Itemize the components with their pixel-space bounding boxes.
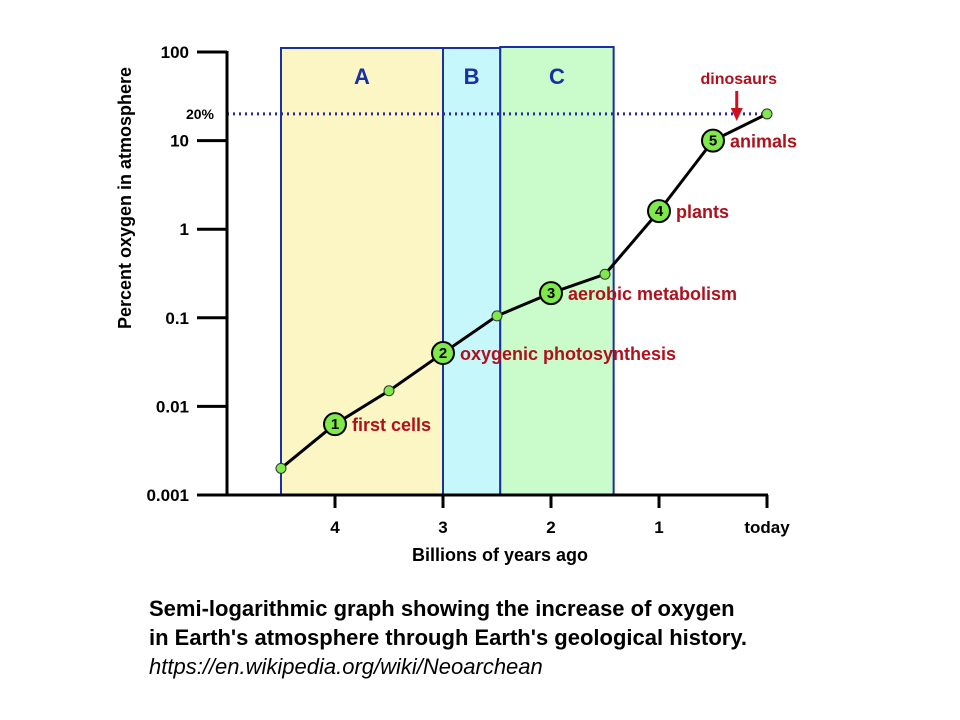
caption-line-2: in Earth's atmosphere through Earth's ge… bbox=[149, 625, 748, 650]
event-badge-3 bbox=[539, 281, 563, 306]
callout-layer: dinosaurs bbox=[701, 71, 778, 121]
event-badge-4 bbox=[647, 199, 671, 224]
data-point-2 bbox=[383, 385, 395, 397]
event-label-4: plants bbox=[676, 202, 729, 222]
caption-source-link[interactable]: https://en.wikipedia.org/wiki/Neoarchean bbox=[149, 654, 543, 679]
y-tick-label-0: 100 bbox=[161, 43, 189, 62]
reference-line-layer: 20% bbox=[186, 106, 767, 122]
event-label-3: aerobic metabolism bbox=[568, 284, 737, 304]
dinosaurs-arrow-head bbox=[730, 108, 743, 121]
event-label-5: animals bbox=[730, 132, 797, 152]
y-tick-label-2: 1 bbox=[180, 220, 189, 239]
figure-caption: Semi-logarithmic graph showing the incre… bbox=[149, 594, 949, 681]
band-a bbox=[280, 47, 444, 496]
event-badge-2 bbox=[431, 341, 455, 366]
event-badge-number-4: 4 bbox=[655, 203, 664, 220]
axes-layer: 100 10 1 0.1 0.01 0.001 4 3 2 1 today Billions of y… bbox=[115, 43, 790, 565]
event-label-1: first cells bbox=[352, 415, 431, 435]
event-badge-number-2: 2 bbox=[439, 345, 447, 362]
x-tick-label-4: today bbox=[744, 518, 790, 537]
y-tick-label-4: 0.01 bbox=[156, 397, 189, 416]
y-axis-title: Percent oxygen in atmosphere bbox=[115, 67, 135, 329]
y-tick-label-3: 0.1 bbox=[165, 309, 189, 328]
x-tick-label-1: 3 bbox=[438, 518, 447, 537]
band-label-c: C bbox=[549, 64, 565, 89]
data-point-0 bbox=[275, 462, 287, 474]
band-label-a: A bbox=[354, 64, 370, 89]
x-tick-label-2: 2 bbox=[546, 518, 555, 537]
event-badge-number-3: 3 bbox=[547, 285, 555, 302]
x-tick-label-3: 1 bbox=[654, 518, 663, 537]
event-badge-number-5: 5 bbox=[709, 133, 717, 150]
dinosaurs-label: dinosaurs bbox=[701, 71, 778, 88]
data-point-6 bbox=[599, 268, 611, 280]
band-label-b: B bbox=[464, 64, 480, 89]
data-point-4 bbox=[491, 310, 503, 322]
events-layer: 1 first cells 2 oxygenic photosynthesis 3 aer… bbox=[323, 128, 797, 437]
x-tick-label-0: 4 bbox=[330, 518, 340, 537]
caption-line-1: Semi-logarithmic graph showing the incre… bbox=[149, 596, 735, 621]
event-badge-5 bbox=[701, 128, 725, 153]
y-tick-label-5: 0.001 bbox=[146, 486, 189, 505]
band-c bbox=[499, 46, 615, 496]
event-badge-1 bbox=[323, 412, 347, 437]
event-badge-number-1: 1 bbox=[331, 416, 339, 433]
y-tick-label-1: 10 bbox=[170, 132, 189, 151]
series-line-0 bbox=[280, 112, 768, 470]
bands-layer: A B C bbox=[280, 46, 615, 496]
reference-line-label: 20% bbox=[186, 106, 215, 122]
event-label-2: oxygenic photosynthesis bbox=[460, 344, 676, 364]
data-point-9 bbox=[761, 108, 773, 120]
x-axis-title: Billions of years ago bbox=[412, 545, 588, 565]
oxygen-chart: A B C 20% 100 10 1 0.1 0.01 0.001 4 3 2 1 today Billi… bbox=[115, 43, 797, 565]
